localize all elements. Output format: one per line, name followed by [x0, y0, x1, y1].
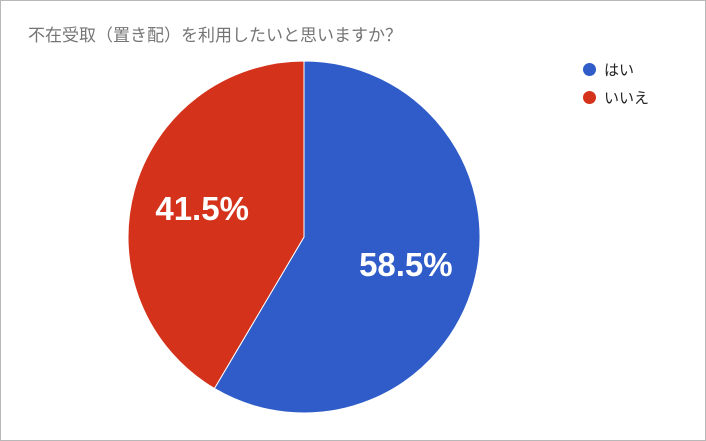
legend-label-no: いいえ [604, 88, 650, 107]
slice-label-yes: 58.5% [359, 246, 453, 283]
slice-label-no: 41.5% [155, 190, 249, 227]
pie-slice-no[interactable] [127, 60, 305, 390]
legend: はい いいえ [583, 57, 649, 113]
legend-dot-yes [583, 62, 596, 76]
legend-item-no[interactable]: いいえ [583, 85, 649, 109]
legend-label-yes: はい [604, 60, 635, 79]
legend-dot-no [583, 90, 596, 104]
legend-item-yes[interactable]: はい [583, 57, 649, 81]
pie-slices [127, 60, 481, 414]
pie-slice-yes[interactable] [213, 60, 481, 414]
pie-labels: 58.5% 41.5% [155, 190, 452, 283]
chart-title: 不在受取（置き配）を利用したいと思いますか？ [28, 26, 402, 46]
